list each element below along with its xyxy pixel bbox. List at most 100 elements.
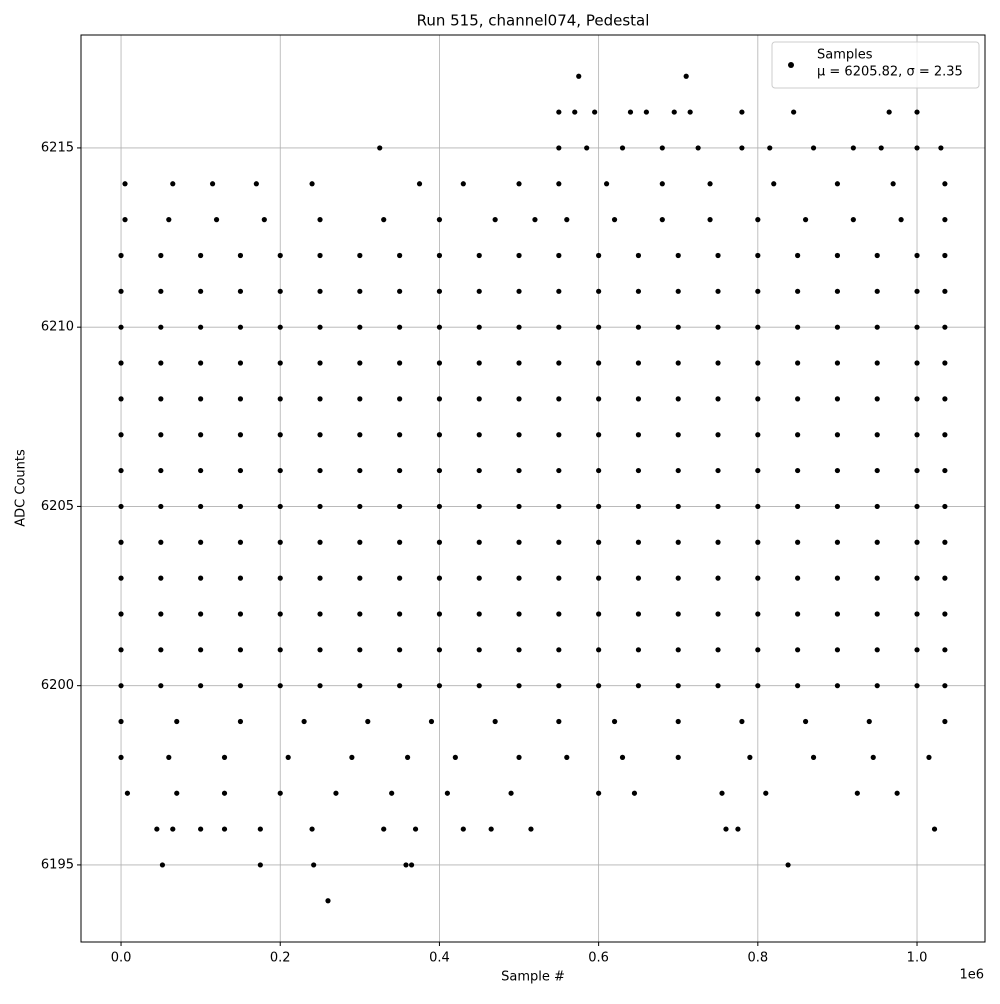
point [596,288,602,294]
point [357,611,363,617]
point [635,432,642,438]
point [277,252,283,259]
point [277,503,283,510]
point [389,790,395,796]
point [854,790,860,796]
point [942,539,948,545]
point [209,181,216,187]
point [635,647,642,653]
point [317,683,323,689]
point [158,360,164,366]
point [715,539,721,545]
point [715,252,721,259]
point [403,862,409,868]
plot-frame [80,34,986,943]
point [659,181,665,187]
point [397,611,403,617]
point [397,503,403,510]
point [436,647,443,653]
point [834,432,841,438]
point [914,145,920,151]
point [118,396,124,402]
point [118,539,124,545]
point [767,145,773,151]
point [659,217,665,223]
point [158,288,164,294]
point [198,611,204,617]
point [436,396,443,402]
point [795,432,801,438]
point [237,396,244,402]
point [556,539,562,545]
point [596,432,602,438]
point [476,575,482,581]
point [755,252,761,259]
point [564,217,570,223]
point [747,754,753,760]
point [675,647,681,653]
point [556,718,562,725]
point [834,396,841,402]
point [874,575,880,581]
point [715,503,721,510]
point [122,181,128,187]
point [659,145,665,151]
point [795,647,801,653]
point [397,288,403,294]
point [357,467,363,474]
point [237,647,244,653]
point [333,790,339,796]
point [309,181,315,187]
point [635,539,642,545]
point [795,288,801,294]
y-tick-label: 6205 [41,499,74,514]
point [277,539,283,545]
point [357,647,363,653]
point [592,109,598,115]
point [755,683,761,689]
point [914,432,920,438]
point [444,790,450,796]
point [755,467,761,474]
point [675,396,681,402]
point [755,647,761,653]
point [516,252,522,259]
point [118,683,124,689]
point [715,360,721,366]
point [198,396,204,402]
point [492,217,498,223]
legend-box [771,41,980,89]
point [715,432,721,438]
point [488,826,494,832]
point [397,539,403,545]
point [381,826,387,832]
point [635,503,642,510]
point [834,288,841,294]
point [755,288,761,294]
point [397,683,403,689]
point [221,790,228,796]
point [795,611,801,617]
point [277,432,283,438]
point [476,396,482,402]
point [715,647,721,653]
point [198,826,204,832]
point [627,109,634,115]
point [795,252,801,259]
point [931,826,938,832]
point [643,109,649,115]
point [556,145,562,151]
point [158,647,164,653]
point [675,539,681,545]
point [198,539,204,545]
point [397,360,403,366]
point [755,360,761,366]
point [771,181,777,187]
point [596,575,602,581]
point [277,324,283,330]
point [942,217,948,223]
point [436,467,443,474]
point [253,181,259,187]
point [683,73,689,79]
